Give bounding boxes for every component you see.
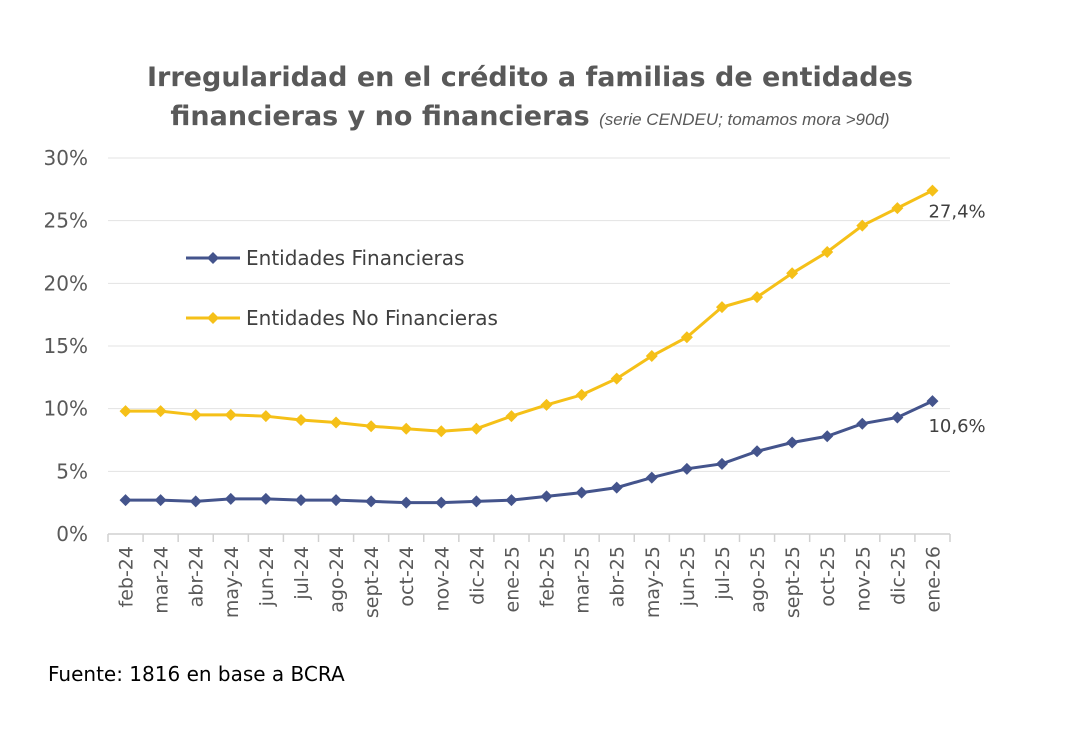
data-point-marker [470, 495, 483, 508]
y-tick-label: 20% [44, 271, 88, 295]
data-point-marker [259, 492, 272, 505]
data-point-marker [575, 486, 588, 499]
data-point-marker [575, 388, 588, 401]
x-tick-label: jun-24 [256, 546, 278, 607]
legend-marker [207, 252, 219, 264]
x-tick-label: ago-24 [326, 546, 348, 613]
source-note: Fuente: 1816 en base a BCRA [48, 662, 345, 686]
data-point-marker [505, 410, 518, 423]
legend-marker [207, 312, 219, 324]
chart-title-line2: financieras y no financieras (serie CEND… [0, 101, 1060, 132]
data-point-marker [435, 425, 448, 438]
data-point-marker [751, 291, 764, 304]
x-tick-label: oct-24 [396, 546, 418, 607]
x-tick-label: sept-24 [361, 546, 383, 618]
chart-title-line1: Irregularidad en el crédito a familias d… [147, 62, 913, 93]
data-point-marker [891, 411, 904, 424]
data-point-marker [715, 301, 728, 314]
data-point-marker [189, 408, 202, 421]
chart-subtitle: (serie CENDEU; tomamos mora >90d) [599, 110, 890, 129]
data-point-marker [715, 457, 728, 470]
data-point-marker [680, 462, 693, 475]
data-point-marker [821, 246, 834, 258]
series-line-2 [125, 189, 934, 433]
data-point-marker [505, 494, 518, 507]
data-point-marker [400, 422, 413, 435]
y-tick-label: 0% [56, 522, 88, 546]
x-tick-label: jul-25 [712, 546, 734, 601]
x-tick-label: oct-25 [817, 546, 839, 607]
y-tick-label: 5% [56, 459, 88, 483]
data-point-marker [856, 417, 869, 430]
x-tick-label: ene-25 [501, 546, 523, 612]
data-point-marker [540, 490, 553, 503]
x-tick-label: may-24 [221, 546, 243, 618]
data-point-marker [154, 405, 167, 418]
y-tick-label: 10% [44, 397, 88, 421]
data-point-marker [786, 267, 799, 280]
data-point-marker [645, 350, 658, 363]
data-point-marker [400, 496, 413, 509]
x-tick-label: abr-25 [607, 546, 629, 607]
data-point-marker [610, 372, 623, 385]
data-point-marker [119, 405, 132, 418]
x-tick-label: jun-25 [677, 546, 699, 607]
data-point-marker [680, 331, 693, 344]
y-tick-label: 25% [44, 209, 88, 233]
x-tick-label: dic-24 [466, 546, 488, 605]
chart-title-line2-text: financieras y no financieras [170, 101, 590, 132]
end-data-label: 10,6% [928, 416, 985, 437]
data-point-marker [540, 398, 553, 411]
data-point-marker [294, 494, 307, 507]
y-tick-label: 15% [44, 334, 88, 358]
data-point-marker [610, 481, 623, 494]
x-tick-label: abr-24 [186, 546, 208, 607]
x-tick-label: sept-25 [782, 546, 804, 618]
legend-label: Entidades Financieras [246, 246, 464, 270]
data-point-marker [365, 495, 378, 508]
data-point-marker [926, 184, 939, 197]
data-point-marker [224, 408, 237, 421]
data-point-marker [786, 436, 799, 449]
end-data-label: 27,4% [928, 202, 985, 223]
x-tick-label: feb-24 [116, 546, 138, 607]
data-point-marker [891, 202, 904, 215]
x-tick-label: jul-24 [291, 546, 313, 601]
x-tick-label: ene-26 [922, 546, 944, 612]
x-tick-label: feb-25 [537, 546, 559, 607]
x-tick-label: may-25 [642, 546, 664, 618]
x-tick-label: dic-25 [887, 546, 909, 605]
x-tick-label: nov-25 [852, 546, 874, 611]
data-point-marker [154, 494, 167, 507]
data-point-marker [821, 430, 834, 443]
x-tick-label: ago-25 [747, 546, 769, 613]
data-point-marker [926, 395, 939, 408]
data-point-marker [330, 494, 343, 507]
data-point-marker [330, 416, 343, 429]
x-tick-label: mar-25 [572, 546, 594, 614]
data-point-marker [259, 410, 272, 423]
y-tick-label: 30% [44, 146, 88, 170]
data-point-marker [645, 471, 658, 484]
x-tick-label: mar-24 [151, 546, 173, 614]
data-point-marker [189, 495, 202, 508]
data-point-marker [224, 492, 237, 505]
data-point-marker [856, 219, 869, 232]
data-point-marker [470, 422, 483, 435]
data-point-marker [119, 494, 132, 507]
data-point-marker [365, 420, 378, 433]
data-point-marker [294, 413, 307, 426]
data-point-marker [751, 445, 764, 458]
data-point-marker [435, 496, 448, 509]
x-tick-label: nov-24 [431, 546, 453, 611]
legend-label: Entidades No Financieras [246, 306, 498, 330]
